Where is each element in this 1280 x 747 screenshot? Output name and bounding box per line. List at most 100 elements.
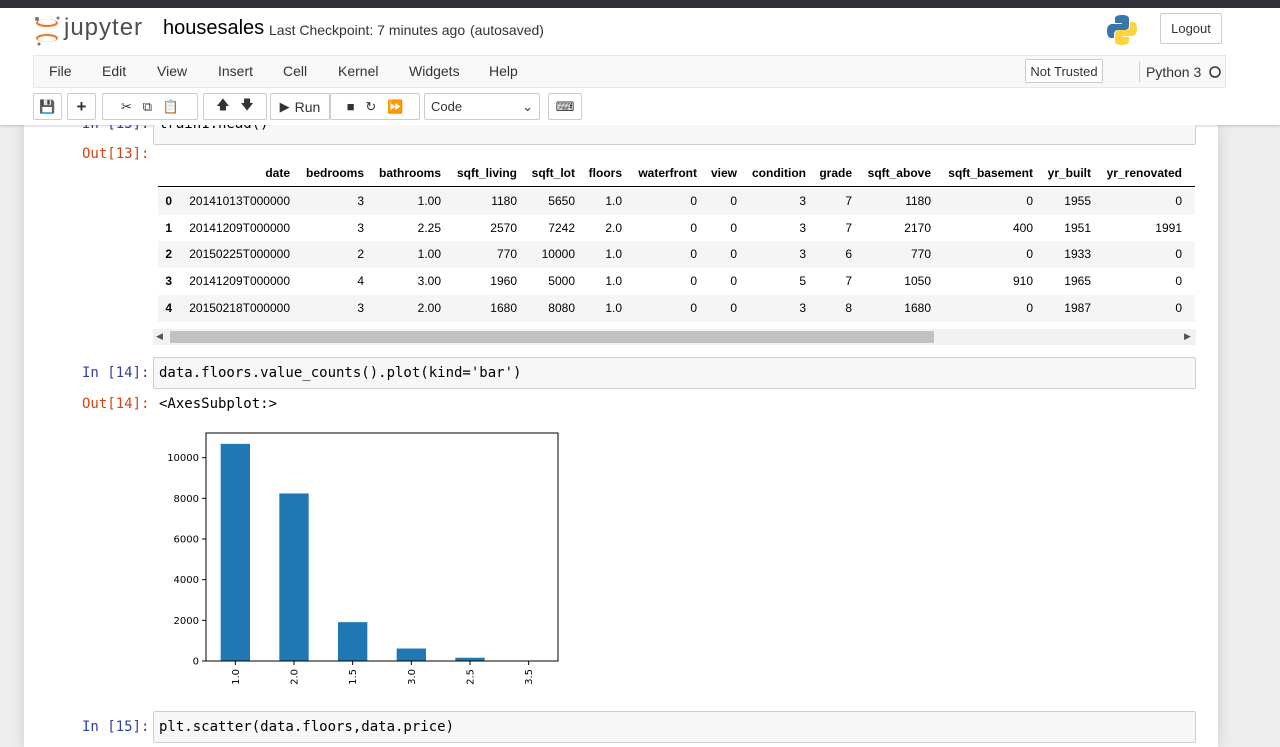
menu-item[interactable]: Kernel <box>338 63 379 79</box>
table-cell: 0 <box>1175 247 1182 261</box>
bar <box>455 657 485 661</box>
x-tick-label: 3.0 <box>407 669 418 685</box>
row-stripe <box>158 295 1195 322</box>
in-prompt: In [13]: <box>82 125 149 132</box>
table-cell: 1.00 <box>417 194 441 208</box>
table-cell: 910 <box>1012 274 1033 288</box>
column-header: waterfront <box>638 166 697 180</box>
trust-button[interactable]: Not Trusted <box>1025 59 1103 83</box>
table-cell: 1965 <box>1064 274 1091 288</box>
keyboard-button[interactable]: ⌨ <box>548 93 582 120</box>
scroll-arrow: ◀ <box>156 331 163 341</box>
table-cell: 2570 <box>490 221 517 235</box>
table-cell: 8080 <box>548 301 575 315</box>
move-buttons[interactable]: 🡅 🡇 <box>203 93 267 120</box>
row-index: 1 <box>165 221 172 235</box>
cell-type: Code <box>431 99 463 114</box>
out-prompt: Out[14]: <box>82 396 150 412</box>
y-tick-label: 10000 <box>167 453 199 464</box>
table-cell: 3 <box>357 194 364 208</box>
table-cell: 3 <box>799 301 806 315</box>
notebook-name[interactable]: housesales <box>163 17 265 39</box>
table-cell: 8 <box>845 301 852 315</box>
bar <box>279 493 309 661</box>
table-cell: 1.00 <box>417 247 441 261</box>
kernel-buttons[interactable]: ■ ↻ ⏩ <box>330 93 420 120</box>
output-text: <AxesSubplot:> <box>159 396 278 412</box>
menu-item[interactable]: Help <box>489 63 518 79</box>
table-cell: 0 <box>1175 301 1182 315</box>
table-cell: 0 <box>690 221 697 235</box>
logout-button[interactable]: Logout <box>1160 13 1222 44</box>
table-cell: 1180 <box>905 194 931 208</box>
column-header: yr_built <box>1047 166 1091 180</box>
python-logo <box>1107 15 1137 45</box>
y-tick-label: 2000 <box>174 616 199 627</box>
menu-item[interactable]: Cell <box>283 63 308 79</box>
run-button[interactable]: ▶ Run <box>270 93 330 120</box>
y-tick-label: 0 <box>193 657 199 668</box>
code: data.floors.value_counts().plot(kind='ba… <box>159 365 522 381</box>
row-index: 3 <box>165 274 172 288</box>
cell-type-select[interactable]: Code ⌄ <box>424 93 540 120</box>
table-cell: 0 <box>690 274 697 288</box>
table-cell: 0 <box>690 194 697 208</box>
menu-item[interactable]: File <box>49 63 72 79</box>
column-header: grade <box>819 166 852 180</box>
out-prompt: Out[13]: <box>82 146 150 162</box>
logout-label: Logout <box>1171 21 1211 36</box>
table-cell: 20141209T000000 <box>189 221 290 235</box>
input-box <box>153 711 1196 743</box>
content: In [13]: train1.head() Out[13]: date bedroom… <box>0 125 1280 747</box>
column-header: bathrooms <box>378 166 441 180</box>
x-tick-label: 3.5 <box>524 669 535 685</box>
table-cell: 10000 <box>541 247 575 261</box>
y-tick-label: 4000 <box>174 575 199 586</box>
menu-item[interactable]: View <box>157 63 188 79</box>
kernel-name: Python 3 <box>1146 64 1202 80</box>
table-cell: 400 <box>1012 221 1033 235</box>
column-header: date <box>265 166 290 180</box>
table-cell: 0 <box>690 301 697 315</box>
menu-item[interactable]: Widgets <box>409 63 460 79</box>
row-stripe <box>158 188 1195 215</box>
table-cell: 770 <box>496 247 517 261</box>
kernel-status <box>1209 66 1221 78</box>
table-cell: 5 <box>799 274 806 288</box>
divider <box>1139 62 1140 82</box>
table-cell: 3 <box>357 221 364 235</box>
column-header: sqft_lot <box>531 166 575 180</box>
table-cell: 1.0 <box>605 247 622 261</box>
table-cell: 0 <box>730 301 737 315</box>
table-cell: 2.00 <box>417 301 441 315</box>
table-cell: 2170 <box>904 221 931 235</box>
table-cell: 1951 <box>1064 221 1091 235</box>
table-cell: 0 <box>1026 247 1033 261</box>
table-cell: 3 <box>799 194 806 208</box>
menu-item[interactable]: Edit <box>102 63 127 79</box>
table-cell: 1955 <box>1064 194 1091 208</box>
add-button[interactable]: + <box>67 93 96 120</box>
trust-label: Not Trusted <box>1030 63 1098 79</box>
bar <box>396 648 426 661</box>
column-header: yr_renovated <box>1106 166 1182 180</box>
code: plt.scatter(data.floors,data.price) <box>159 719 455 735</box>
menu-item[interactable]: Insert <box>218 63 254 79</box>
save-button[interactable]: 💾 <box>33 93 62 120</box>
edit-buttons[interactable]: ✂ ⧉ 📋 <box>102 93 198 120</box>
in-prompt: In [15]: <box>82 719 150 735</box>
y-tick-label: 8000 <box>174 494 199 505</box>
table-cell: 0 <box>730 247 737 261</box>
table-cell: 0 <box>690 247 697 261</box>
column-header: view <box>710 166 737 180</box>
table-cell: 5000 <box>548 274 575 288</box>
table-cell: 3 <box>799 247 806 261</box>
table-cell: 2.0 <box>605 221 622 235</box>
table-cell: 0 <box>1026 194 1033 208</box>
table-cell: 0 <box>1175 194 1182 208</box>
in-prompt: In [14]: <box>82 365 150 381</box>
scroll-thumb[interactable] <box>170 331 934 343</box>
y-tick-label: 6000 <box>174 535 199 546</box>
logo-icon <box>35 16 60 46</box>
